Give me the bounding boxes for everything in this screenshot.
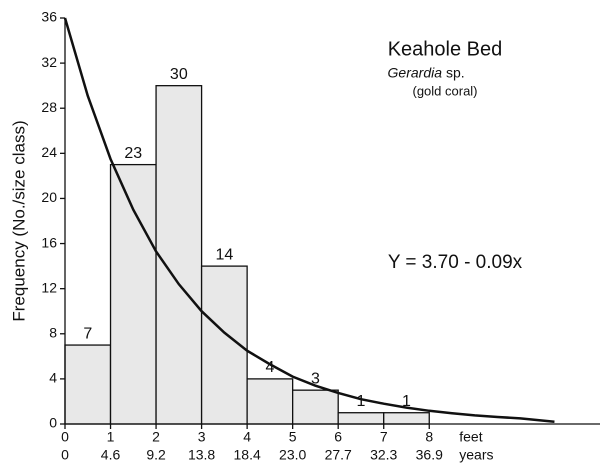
bar — [109, 163, 157, 425]
x2-tick-label: 23.0 — [279, 447, 306, 463]
bar — [246, 378, 294, 425]
data-label: 1 — [357, 393, 366, 410]
data-label: 1 — [402, 393, 411, 410]
y-tick-label: 20 — [41, 189, 57, 205]
y-tick-label: 32 — [41, 54, 57, 70]
y-tick-label: 36 — [41, 9, 57, 25]
x-tick-label: 4 — [243, 429, 251, 445]
y-axis-label: Frequency (No./size class) — [9, 120, 28, 321]
data-label: 30 — [170, 66, 188, 83]
y-tick-label: 8 — [49, 324, 57, 340]
annotation: Y = 3.70 - 0.09x — [388, 252, 523, 273]
x2-tick-label: 4.6 — [101, 447, 121, 463]
bar — [292, 389, 339, 425]
x-tick-label: 1 — [107, 429, 115, 445]
y-tick-label: 24 — [41, 144, 57, 160]
x2-tick-label: 0 — [61, 447, 69, 463]
x-tick-label: 0 — [61, 429, 69, 445]
bar — [155, 85, 203, 425]
subtitle: (gold coral) — [412, 83, 477, 98]
subtitle: Gerardia — [388, 65, 443, 81]
x2-tick-label: 36.9 — [416, 447, 443, 463]
x-axis-unit: feet — [459, 429, 482, 445]
bar — [383, 412, 430, 425]
x2-tick-label: 32.3 — [370, 447, 397, 463]
x-tick-label: 7 — [380, 429, 388, 445]
subtitle: sp. — [446, 65, 465, 81]
x-tick-label: 8 — [425, 429, 433, 445]
x2-tick-label: 13.8 — [188, 447, 215, 463]
chart-title: Keahole Bed — [388, 38, 503, 60]
y-tick-label: 4 — [49, 370, 57, 386]
x2-tick-label: 9.2 — [146, 447, 166, 463]
x2-tick-label: 18.4 — [234, 447, 261, 463]
x-tick-label: 5 — [289, 429, 297, 445]
data-label: 14 — [215, 246, 233, 263]
y-tick-label: 16 — [41, 234, 57, 250]
y-tick-label: 0 — [49, 415, 57, 431]
x2-tick-label: 27.7 — [325, 447, 352, 463]
x2-axis-unit: years — [459, 447, 493, 463]
data-label: 3 — [311, 370, 320, 387]
bar — [64, 344, 112, 425]
y-tick-label: 12 — [41, 279, 57, 295]
x-tick-label: 3 — [198, 429, 206, 445]
y-tick-label: 28 — [41, 99, 57, 115]
data-label: 4 — [265, 359, 274, 376]
fit-curve — [63, 17, 555, 423]
bar — [337, 412, 385, 425]
x-tick-label: 6 — [334, 429, 342, 445]
data-label: 7 — [83, 325, 92, 342]
data-label: 23 — [124, 145, 142, 162]
x-tick-label: 2 — [152, 429, 160, 445]
